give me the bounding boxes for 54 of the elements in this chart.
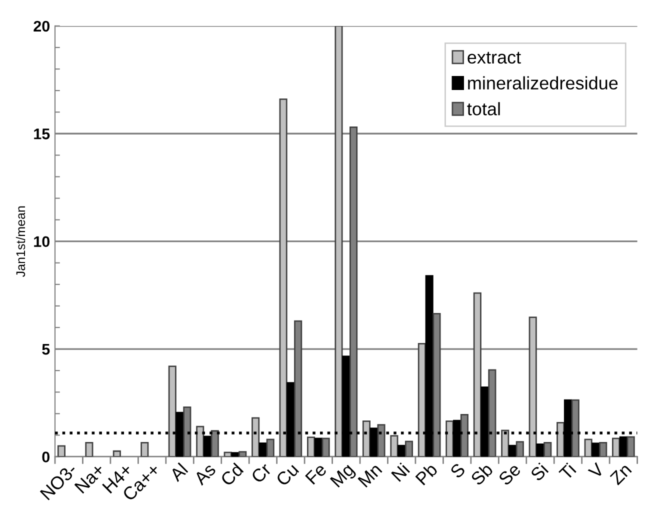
- bar: [556, 422, 565, 457]
- bar: [612, 438, 620, 457]
- y-tick-label: 0: [42, 452, 50, 462]
- bar: [528, 316, 537, 457]
- bar: [398, 444, 406, 457]
- x-tick-label: S: [449, 462, 466, 479]
- x-tick-label: V: [588, 462, 605, 480]
- x-tick-label: Zn: [609, 462, 632, 486]
- x-tick-label: As: [193, 462, 216, 486]
- bar: [592, 442, 600, 457]
- bar: [57, 445, 66, 457]
- x-tick-label: Mn: [358, 462, 382, 488]
- bar: [168, 366, 176, 457]
- x-tick-label: Pb: [414, 462, 438, 486]
- y-tick-label: 5: [42, 344, 50, 355]
- bar: [196, 426, 204, 457]
- x-tick-label: Cr: [250, 462, 272, 484]
- x-tick-label: Ti: [558, 462, 576, 481]
- bar: [252, 417, 260, 457]
- bar: [362, 420, 370, 457]
- y-axis-title: Jan1st/mean: [16, 206, 26, 277]
- x-tick-label: Al: [168, 462, 188, 482]
- bar: [390, 435, 398, 457]
- x-tick-label: Mg: [330, 462, 358, 490]
- bar: [501, 430, 510, 457]
- bar: [140, 442, 149, 457]
- y-tick-label: 10: [34, 236, 50, 248]
- x-tick-label: Cd: [220, 462, 244, 487]
- x-tick-label: Se: [498, 462, 522, 486]
- y-tick-label: 20: [34, 20, 50, 32]
- legend-label: total: [467, 102, 500, 116]
- bar: [258, 442, 267, 457]
- bar: [112, 450, 121, 457]
- bar: [279, 98, 288, 457]
- bar: [536, 444, 544, 457]
- bar: [334, 26, 343, 457]
- legend-label: extract: [468, 52, 521, 64]
- bar: [619, 436, 628, 457]
- bar: [508, 444, 517, 457]
- bar: [418, 342, 426, 457]
- bar: [446, 420, 454, 457]
- bar: [307, 436, 316, 457]
- x-tick-label: Sb: [470, 462, 494, 486]
- x-tick-label: Cu: [275, 462, 300, 487]
- x-tick-label: Fe: [305, 462, 328, 485]
- x-tick-label: Si: [529, 462, 549, 482]
- bar: [314, 438, 322, 457]
- legend-label: mineralizedresidue: [468, 76, 618, 90]
- bar: [85, 442, 94, 457]
- bar: [473, 292, 482, 457]
- y-tick-label: 15: [34, 128, 50, 140]
- x-tick-label: Ni: [390, 462, 410, 482]
- bar: [231, 452, 240, 457]
- bar: [224, 452, 232, 457]
